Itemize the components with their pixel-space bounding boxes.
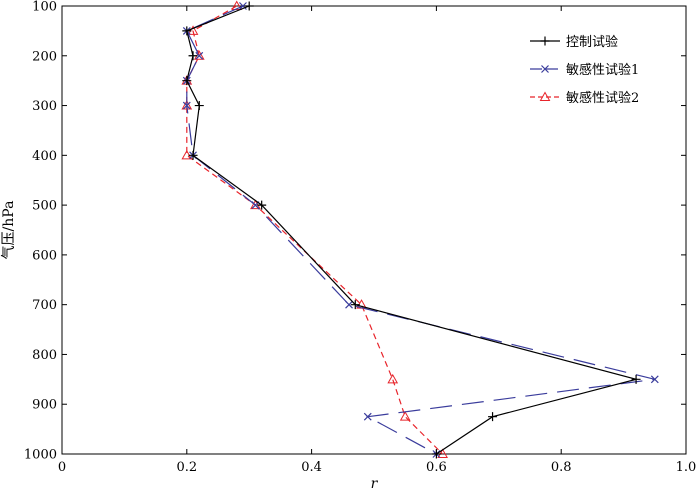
y-tick-label: 300 — [32, 99, 57, 114]
y-tick-label: 700 — [32, 298, 57, 313]
series-1-point — [188, 51, 198, 61]
y-tick-label: 800 — [32, 348, 57, 363]
series-2-point — [239, 2, 247, 10]
x-tick-label: 1.0 — [676, 460, 697, 475]
y-tick-label: 900 — [32, 398, 57, 413]
series-3-line — [186, 5, 444, 455]
x-tick-label: 0.4 — [301, 460, 322, 475]
x-tick-label: 0 — [58, 460, 66, 475]
legend-label: 控制试验 — [566, 34, 618, 50]
series-layer — [181, 0, 659, 459]
series-2-point — [182, 101, 191, 110]
legend-swatch-marker — [540, 36, 550, 46]
legend-label: 敏感性试验1 — [566, 62, 639, 78]
series-1-point — [182, 26, 192, 36]
series-1-point — [631, 374, 641, 384]
y-tick-label: 200 — [32, 49, 57, 64]
series-3-point — [399, 411, 411, 421]
series-2-point — [345, 300, 353, 309]
y-axis-label: 气压/hPa — [1, 201, 17, 260]
series-1-point — [244, 1, 254, 11]
series-3-point — [231, 0, 243, 10]
x-tick-label: 0.8 — [551, 460, 572, 475]
y-tick-label: 500 — [32, 199, 57, 214]
series-3-point — [387, 373, 399, 384]
legend-swatch-marker — [539, 91, 551, 101]
plot-area-frame — [61, 5, 687, 455]
series-1-point — [431, 449, 441, 459]
legend-swatch-marker — [541, 65, 549, 73]
series-2-point — [650, 375, 659, 384]
y-tick-label: 400 — [32, 149, 57, 164]
series-2-point — [195, 51, 204, 60]
series-1-point — [188, 150, 198, 160]
x-tick-label: 0.2 — [176, 460, 197, 475]
series-3 — [181, 0, 448, 458]
legend-label: 敏感性试验2 — [566, 90, 639, 106]
series-1-point — [350, 300, 360, 310]
series-1-point — [182, 76, 192, 86]
series-1-point — [488, 412, 498, 422]
axis-ticks: 0 0.2 0.4 0.6 0.8 1.0 100 200 300 400 500 600 700 800… — [24, 0, 696, 475]
series-1 — [182, 1, 641, 459]
y-tick-label: 600 — [32, 248, 57, 263]
series-1-point — [257, 200, 267, 210]
x-axis-label: r — [371, 476, 379, 492]
y-tick-label: 1000 — [24, 448, 57, 463]
x-tick-label: 0.6 — [426, 460, 447, 475]
series-1-point — [194, 101, 204, 111]
y-tick-label: 100 — [32, 0, 57, 15]
series-2-point — [363, 412, 372, 421]
